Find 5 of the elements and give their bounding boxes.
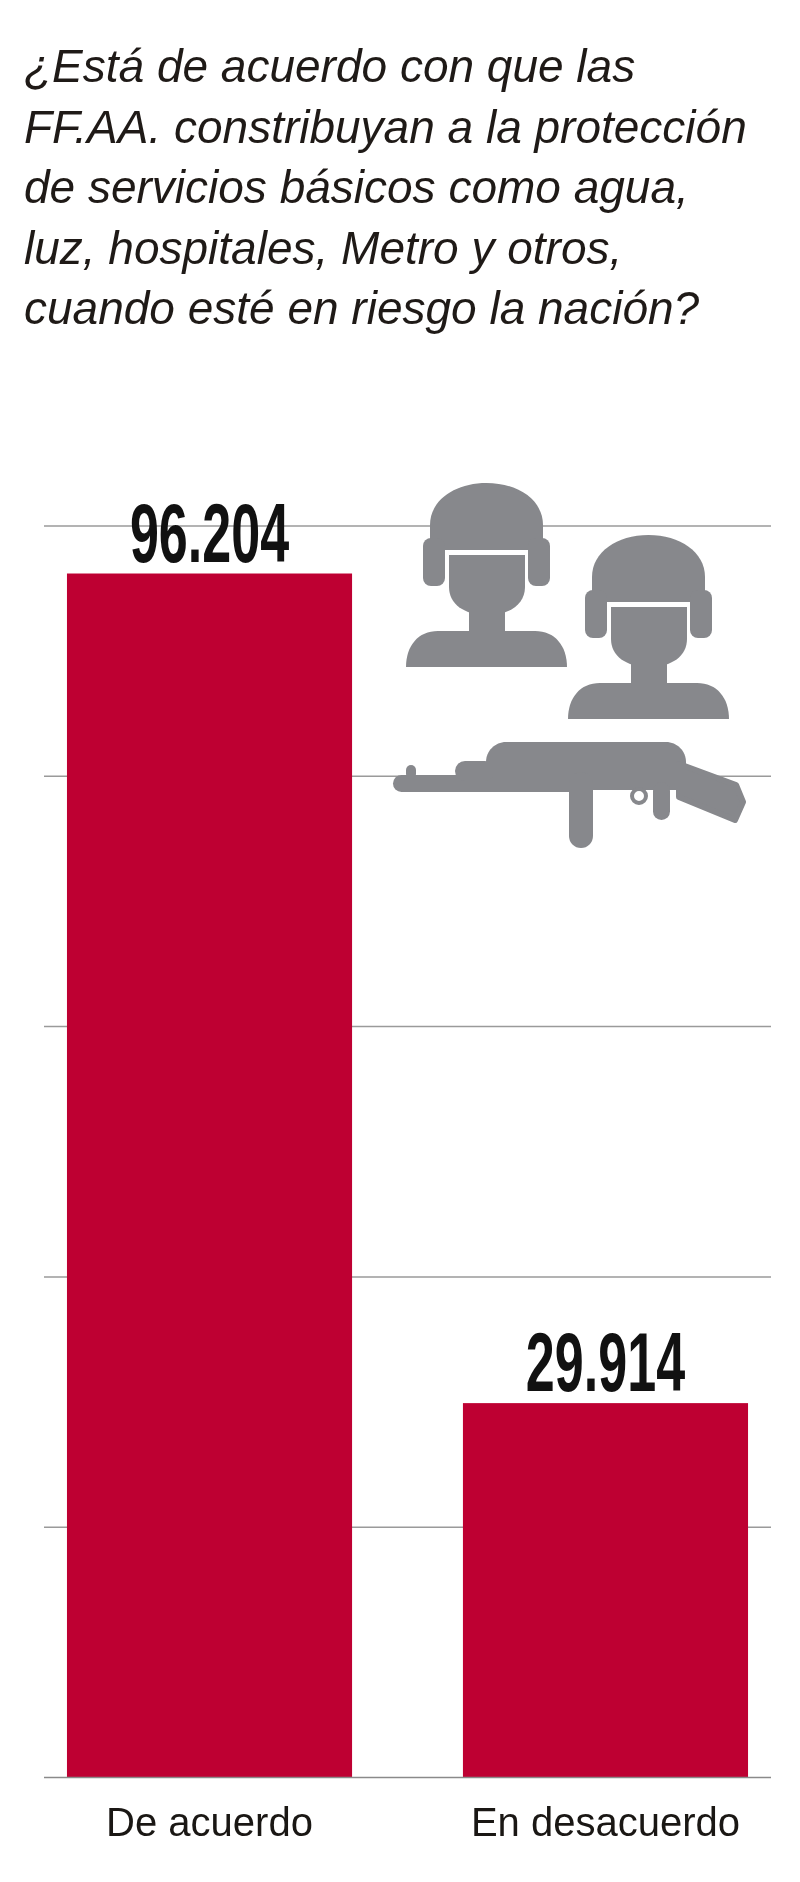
data-label: 96.204 xyxy=(129,485,290,580)
chart-title: ¿Está de acuerdo con que las FF.AA. constribuyan a la protección de servicios básicos como agua, luz, hospitales, Metro y otros, cuando esté en riesgo la nación? xyxy=(24,40,747,334)
data-label: 29.914 xyxy=(525,1315,686,1410)
x-tick-label: En desacuerdo xyxy=(470,1800,741,1844)
x-tick-label: De acuerdo xyxy=(106,1800,313,1844)
